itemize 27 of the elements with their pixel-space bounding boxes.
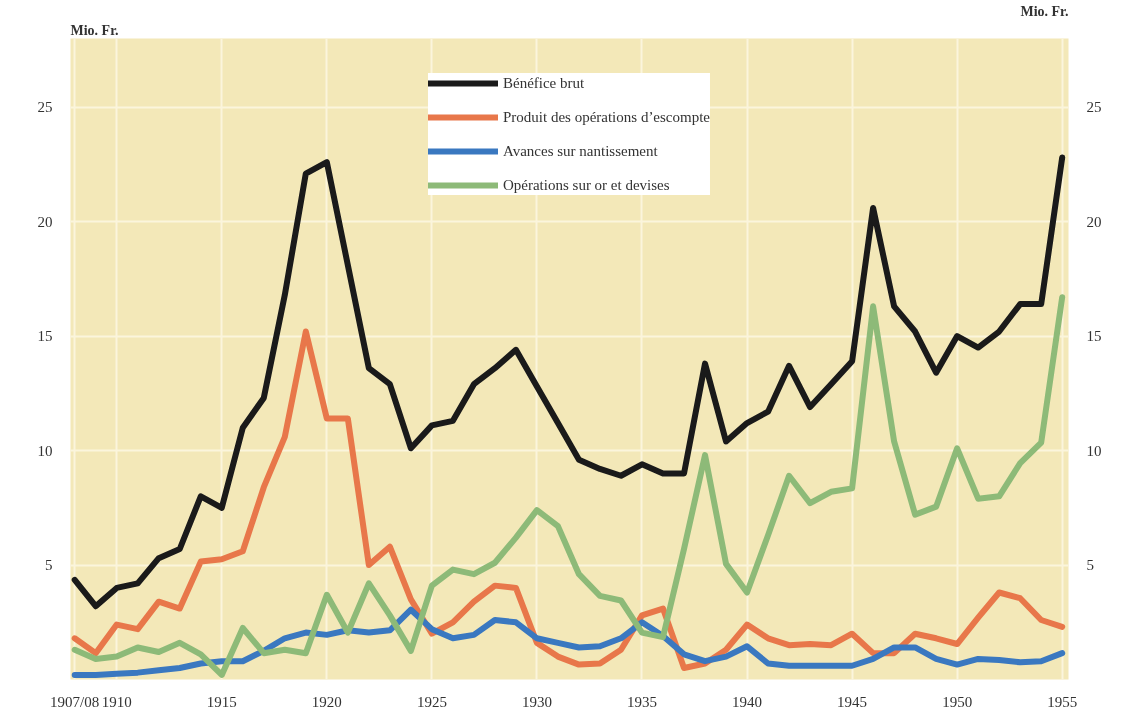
y-axis-title: Mio. Fr. (70, 22, 119, 38)
legend-label: Bénéfice brut (502, 74, 585, 92)
x-tick-label: 1940 (732, 693, 763, 710)
y-tick-label: 20 (37, 213, 53, 230)
y-tick-label: 5 (45, 557, 53, 574)
y-tick-label: 25 (37, 99, 53, 116)
y-tick-label: 10 (37, 442, 53, 459)
y2-axis-title: Mio. Fr. (1020, 3, 1069, 19)
x-tick-label: 1935 (626, 693, 657, 710)
y2-tick-label: 5 (1086, 557, 1094, 574)
x-tick-label: 1915 (206, 693, 237, 710)
x-tick-label: 1925 (416, 693, 447, 710)
x-tick-label: 1950 (942, 693, 973, 710)
y2-tick-label: 20 (1086, 213, 1102, 230)
legend-label: Avances sur nantissement (502, 142, 658, 160)
y2-tick-label: 25 (1086, 99, 1102, 116)
x-tick-label: 1955 (1047, 693, 1078, 710)
y2-tick-label: 10 (1086, 442, 1102, 459)
x-tick-label: 1910 (101, 693, 132, 710)
legend-label: Opérations sur or et devises (502, 176, 670, 194)
y2-tick-label: 15 (1086, 328, 1102, 345)
x-tick-label: 1920 (311, 693, 342, 710)
x-tick-label: 1907/08 (50, 693, 100, 710)
x-tick-label: 1930 (521, 693, 552, 710)
legend-label: Produit des opérations d’escompte (502, 108, 711, 126)
y-tick-label: 15 (37, 328, 53, 345)
x-tick-label: 1945 (837, 693, 868, 710)
